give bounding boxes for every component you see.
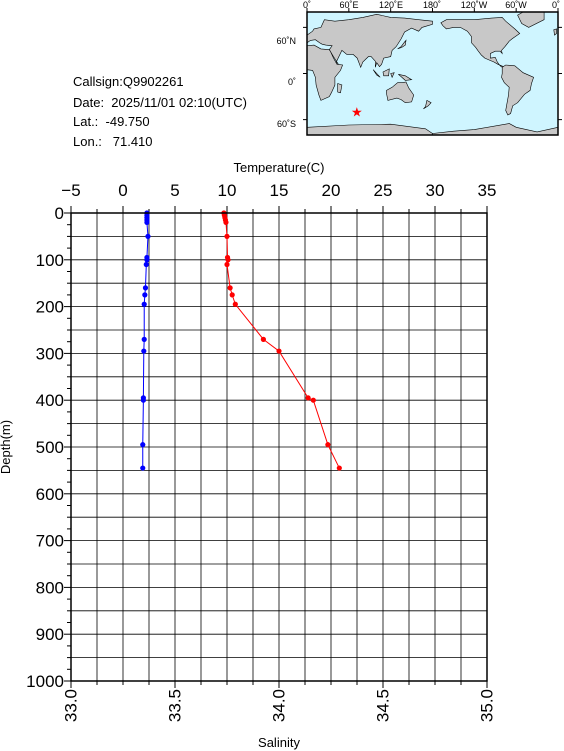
depth-tick-label: 1000	[26, 672, 64, 691]
map-left-tick-0: 0˚	[288, 77, 296, 87]
map-top-tick-120e: 120˚E	[379, 0, 403, 10]
temperature-data-point	[336, 465, 342, 471]
temperature-axis-label: Temperature(C)	[233, 160, 324, 175]
temperature-tick-label: 35	[478, 181, 497, 200]
map-landmass	[386, 81, 415, 104]
date-label: Date: 2025/11/01 02:10(UTC)	[73, 95, 247, 110]
salinity-data-point	[143, 261, 149, 268]
profile-chart: −5 0 5 10 15 20 25 30 35 33.0 33.5 34.0 34.5 35.0 0 1…	[0, 160, 497, 750]
map-top-tick-0: 0˚	[303, 0, 311, 10]
map-top-tick-0-right: 0˚	[552, 0, 560, 10]
temperature-data-point	[224, 261, 230, 268]
temperature-tick-label: 15	[270, 181, 289, 200]
depth-tick-label: 400	[36, 391, 64, 410]
map-landmass	[306, 44, 344, 101]
map-landmass	[372, 69, 381, 78]
depth-tick-label: 600	[36, 485, 64, 504]
temperature-data-point	[223, 219, 229, 225]
chart-series	[140, 210, 342, 471]
map-top-tick-120w: 120˚W	[461, 0, 488, 10]
temperature-tick-label: 10	[218, 181, 237, 200]
chart-frame	[70, 212, 488, 682]
temperature-data-point	[232, 301, 238, 307]
map-landmass	[398, 74, 413, 81]
map-landmass	[390, 72, 395, 79]
depth-tick-label: 0	[55, 204, 64, 223]
salinity-data-point	[141, 348, 147, 354]
temperature-data-point	[224, 233, 230, 239]
world-map: 0˚ 60˚E 120˚E 180˚ 120˚W 60˚W 0˚ 60˚N 0˚…	[276, 0, 562, 136]
salinity-tick-label: 34.0	[270, 689, 289, 722]
depth-tick-label: 300	[36, 344, 64, 363]
map-top-tick-180: 180˚	[423, 0, 441, 10]
temperature-data-point	[260, 336, 266, 342]
depth-axis-label: Depth(m)	[0, 420, 13, 474]
depth-tick-label: 700	[36, 532, 64, 551]
depth-tick-label: 900	[36, 625, 64, 644]
map-top-tick-60w: 60˚W	[505, 0, 527, 10]
callsign-label: Callsign:Q9902261	[73, 74, 184, 89]
temperature-data-point	[325, 442, 331, 448]
salinity-tick-label: 35.0	[478, 689, 497, 722]
temperature-tick-label: 0	[118, 181, 127, 200]
depth-tick-label: 500	[36, 438, 64, 457]
map-landmass	[397, 39, 407, 50]
map-top-tick-60e: 60˚E	[339, 0, 358, 10]
map-landmass	[440, 17, 521, 68]
depth-tick-label: 100	[36, 251, 64, 270]
depth-tick-label: 200	[36, 298, 64, 317]
lat-label: Lat.: -49.750	[73, 114, 150, 129]
map-landmass	[501, 64, 534, 116]
temperature-data-point	[229, 292, 235, 298]
salinity-data-point	[144, 219, 150, 225]
map-left-tick-60s: 60˚S	[277, 119, 296, 129]
map-landmass	[423, 99, 432, 110]
salinity-data-point	[140, 442, 146, 448]
salinity-tick-label: 33.5	[166, 689, 185, 722]
map-ticks	[303, 8, 562, 121]
salinity-tick-label: 34.5	[374, 689, 393, 722]
temperature-tick-labels: −5 0 5 10 15 20 25 30 35	[61, 181, 496, 200]
chart-grid	[70, 212, 488, 682]
temperature-data-point	[227, 285, 233, 291]
map-land	[306, 11, 559, 136]
salinity-data-point	[142, 285, 149, 291]
temperature-data-point	[225, 257, 231, 263]
station-star-icon: ★	[351, 106, 363, 121]
salinity-tick-label: 33.0	[62, 689, 81, 722]
temperature-tick-label: 30	[426, 181, 445, 200]
map-landmass	[553, 28, 557, 36]
salinity-data-point	[140, 397, 146, 403]
map-landmass	[337, 83, 343, 94]
salinity-data-point	[145, 233, 151, 239]
map-left-tick-60n: 60˚N	[276, 36, 296, 46]
temperature-data-point	[310, 397, 316, 403]
salinity-data-point	[144, 257, 150, 263]
temperature-tick-label: 20	[322, 181, 341, 200]
salinity-data-point	[142, 292, 148, 298]
map-landmass	[382, 68, 390, 77]
salinity-data-point	[141, 301, 147, 307]
temperature-tick-label: 25	[374, 181, 393, 200]
depth-tick-labels: 0 100 200 300 400 500 600 700 800 900 1000	[26, 204, 64, 691]
salinity-data-point	[141, 336, 147, 342]
temperature-data-point	[305, 395, 311, 401]
temperature-data-point	[276, 348, 282, 354]
lon-label: Lon.: 71.410	[73, 134, 153, 149]
salinity-tick-labels: 33.0 33.5 34.0 34.5 35.0	[62, 689, 497, 722]
salinity-axis-label: Salinity	[258, 735, 300, 750]
salinity-data-point	[140, 465, 146, 471]
temperature-tick-label: 5	[170, 181, 179, 200]
depth-tick-label: 800	[36, 578, 64, 597]
temperature-tick-label: −5	[61, 181, 80, 200]
